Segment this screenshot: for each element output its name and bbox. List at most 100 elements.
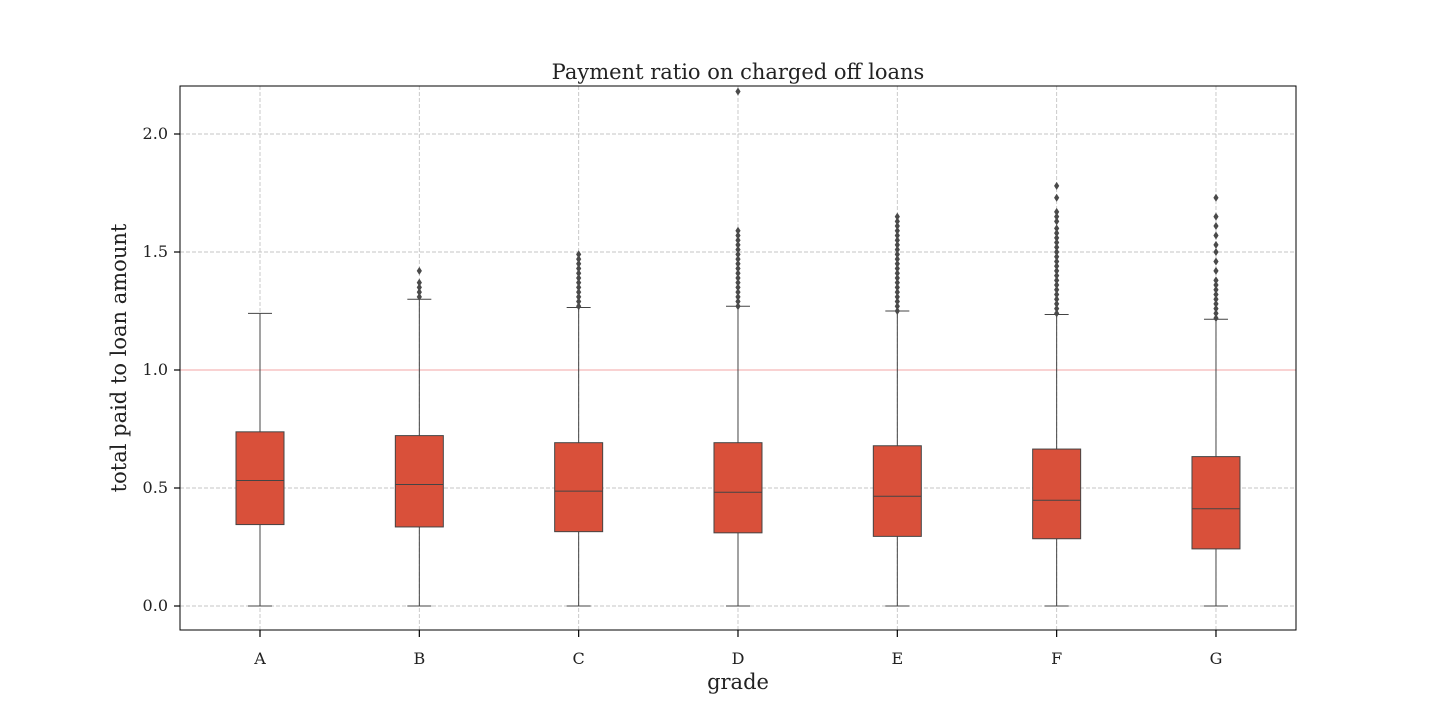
- outlier-point: [894, 307, 900, 315]
- outlier-point: [576, 269, 582, 278]
- outlier-point: [1054, 299, 1060, 308]
- outlier-point: [1213, 266, 1219, 275]
- outlier-point: [416, 278, 422, 287]
- x-tick-label: C: [573, 649, 585, 668]
- outlier-point: [1213, 281, 1219, 290]
- outlier-point: [735, 269, 741, 278]
- outlier-point: [1054, 262, 1060, 271]
- outlier-point: [894, 226, 900, 235]
- outlier-point: [1054, 217, 1060, 226]
- outlier-point: [416, 266, 422, 275]
- outlier-point: [894, 231, 900, 240]
- y-axis-label: total paid to loan amount: [107, 223, 131, 492]
- outlier-point: [894, 278, 900, 287]
- outlier-point: [735, 236, 741, 245]
- outlier-point: [576, 283, 582, 292]
- chart-title: Payment ratio on charged off loans: [552, 60, 925, 84]
- y-tick-label: 1.0: [143, 360, 168, 379]
- outlier-point: [894, 236, 900, 245]
- outlier-point: [1213, 285, 1219, 294]
- y-tick-label: 2.0: [143, 124, 168, 143]
- outlier-point: [894, 269, 900, 278]
- outlier-point: [1213, 290, 1219, 299]
- outlier-point: [1213, 222, 1219, 231]
- x-tick-label: A: [253, 649, 266, 668]
- outlier-point: [735, 259, 741, 268]
- outlier-point: [576, 255, 582, 264]
- outlier-point: [1054, 309, 1060, 318]
- outlier-point: [735, 264, 741, 273]
- outlier-point: [1213, 295, 1219, 304]
- box: [872, 445, 922, 537]
- outlier-point: [1213, 240, 1219, 249]
- outlier-point: [894, 222, 900, 231]
- outlier-point: [576, 273, 582, 282]
- outlier-point: [1213, 212, 1219, 221]
- outlier-point: [894, 245, 900, 254]
- y-tick-label: 0.0: [143, 596, 168, 615]
- outlier-point: [1213, 314, 1219, 323]
- outlier-point: [735, 297, 741, 306]
- box: [1191, 456, 1241, 550]
- outlier-point: [735, 292, 741, 301]
- outlier-point: [735, 245, 741, 254]
- outlier-point: [894, 250, 900, 259]
- outlier-point: [1213, 248, 1219, 256]
- outlier-point: [1054, 224, 1060, 233]
- outlier-point: [735, 255, 741, 264]
- box: [235, 431, 285, 526]
- outlier-point: [1054, 207, 1060, 216]
- outlier-point: [1054, 181, 1060, 190]
- y-tick-label: 1.5: [143, 242, 168, 261]
- outlier-point: [576, 259, 582, 268]
- outlier-point: [735, 283, 741, 292]
- outlier-point: [1054, 266, 1060, 275]
- outlier-point: [1213, 193, 1219, 202]
- outlier-point: [894, 212, 900, 221]
- x-tick-label: G: [1210, 649, 1223, 668]
- outlier-point: [576, 288, 582, 297]
- x-tick-label: F: [1051, 649, 1062, 668]
- outlier-point: [1054, 290, 1060, 299]
- box: [554, 442, 604, 533]
- y-tick-label: 0.5: [143, 478, 168, 497]
- outlier-point: [894, 264, 900, 273]
- outlier-point: [576, 297, 582, 306]
- outlier-point: [1054, 212, 1060, 221]
- outlier-point: [1054, 276, 1060, 285]
- outlier-point: [416, 292, 422, 301]
- outlier-point: [894, 283, 900, 292]
- outlier-point: [576, 250, 582, 259]
- outlier-point: [1054, 238, 1060, 247]
- outlier-point: [735, 273, 741, 282]
- outlier-point: [894, 255, 900, 264]
- x-tick-label: E: [891, 649, 903, 668]
- outlier-point: [1054, 243, 1060, 252]
- outlier-point: [576, 292, 582, 301]
- outlier-point: [894, 240, 900, 249]
- outlier-point: [1213, 304, 1219, 313]
- outlier-point: [1054, 281, 1060, 290]
- outlier-point: [1054, 304, 1060, 313]
- outlier-point: [1213, 257, 1219, 266]
- outlier-point: [735, 87, 741, 96]
- plot-frame: [179, 85, 1297, 631]
- outlier-point: [1054, 285, 1060, 294]
- outlier-point: [894, 292, 900, 301]
- outlier-point: [1054, 271, 1060, 280]
- outlier-point: [735, 231, 741, 240]
- outlier-point: [416, 288, 422, 297]
- outlier-point: [1054, 248, 1060, 256]
- outlier-point: [1054, 229, 1060, 238]
- outlier-point: [735, 302, 741, 311]
- x-axis-label: grade: [707, 670, 769, 694]
- outlier-point: [1213, 231, 1219, 240]
- x-tick-label: B: [413, 649, 425, 668]
- outlier-point: [1213, 276, 1219, 285]
- box: [1032, 448, 1082, 540]
- outlier-point: [735, 250, 741, 259]
- outlier-point: [735, 226, 741, 235]
- outlier-point: [576, 302, 582, 311]
- outlier-point: [576, 278, 582, 287]
